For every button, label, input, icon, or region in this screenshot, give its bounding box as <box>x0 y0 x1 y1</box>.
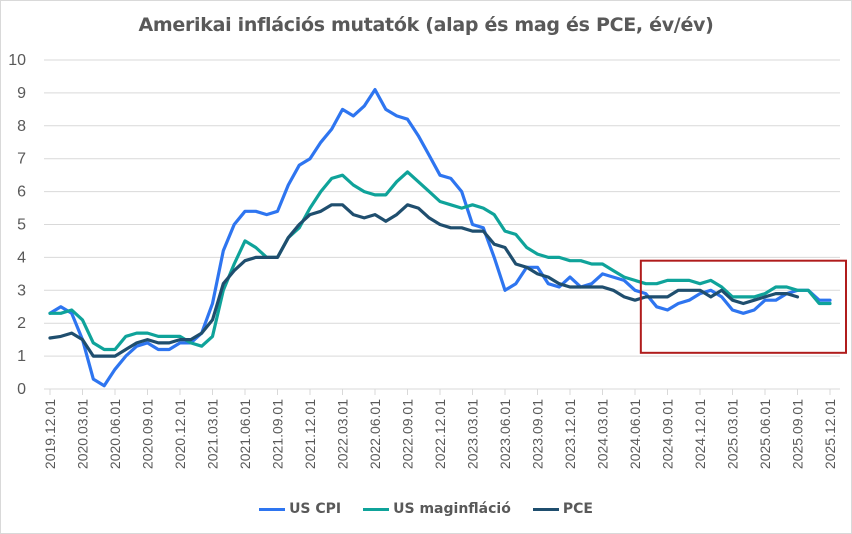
y-tick-label: 7 <box>17 151 26 168</box>
legend-swatch-us-core <box>363 507 390 511</box>
y-tick-label: 5 <box>17 217 26 234</box>
legend-swatch-pce <box>532 507 559 511</box>
legend-item-us-cpi[interactable]: US CPI <box>259 501 341 517</box>
x-tick-label: 2024.09.01 <box>660 399 676 469</box>
x-tick-label: 2024.03.01 <box>595 399 611 469</box>
y-tick-label: 3 <box>17 282 26 299</box>
y-tick-label: 1 <box>17 348 26 365</box>
x-tick-label: 2021.12.01 <box>302 399 318 469</box>
x-tick-label: 2023.09.01 <box>530 399 546 469</box>
x-tick-label: 2020.03.01 <box>75 399 91 469</box>
x-tick-label: 2021.03.01 <box>205 399 221 469</box>
x-tick-label: 2025.09.01 <box>790 399 806 469</box>
x-tick-label: 2021.06.01 <box>237 399 253 469</box>
y-tick-label: 0 <box>17 381 26 398</box>
y-tick-label: 4 <box>17 249 26 266</box>
x-tick-label: 2025.03.01 <box>725 399 741 469</box>
series-line-us-maginfl-ci- <box>48 170 832 352</box>
legend-swatch-us-cpi <box>259 507 286 511</box>
x-tick-label: 2025.06.01 <box>757 399 773 469</box>
legend-label: US maginfláció <box>393 501 511 517</box>
chart-title: Amerikai inflációs mutatók (alap és mag … <box>138 14 714 36</box>
x-tick-label: 2024.06.01 <box>627 399 643 469</box>
legend-item-pce[interactable]: PCE <box>532 501 593 517</box>
x-tick-label: 2025.12.01 <box>822 399 838 469</box>
y-tick-label: 9 <box>17 85 26 102</box>
legend-label: PCE <box>562 501 593 517</box>
highlight-box <box>639 259 847 354</box>
x-tick-label: 2020.09.01 <box>140 399 156 469</box>
legend-label: US CPI <box>289 501 342 517</box>
x-tick-label: 2022.03.01 <box>335 399 351 469</box>
x-tick-label: 2022.06.01 <box>367 399 383 469</box>
x-tick-label: 2022.12.01 <box>432 399 448 469</box>
series-line-us-cpi <box>48 88 832 388</box>
series-line-pce <box>48 203 800 358</box>
x-tick-label: 2020.06.01 <box>107 399 123 469</box>
y-tick-label: 10 <box>8 52 26 69</box>
legend-item-us-core[interactable]: US maginfláció <box>363 501 511 517</box>
legend: US CPI US maginfláció PCE <box>0 501 852 517</box>
y-tick-label: 8 <box>17 118 26 135</box>
x-tick-label: 2021.09.01 <box>270 399 286 469</box>
x-tick-label: 2020.12.01 <box>172 399 188 469</box>
x-tick-label: 2023.03.01 <box>465 399 481 469</box>
x-tick-label: 2023.12.01 <box>562 399 578 469</box>
y-tick-label: 6 <box>17 184 26 201</box>
y-tick-label: 2 <box>17 315 26 332</box>
x-tick-label: 2022.09.01 <box>400 399 416 469</box>
x-tick-label: 2023.06.01 <box>497 399 513 469</box>
x-tick-label: 2024.12.01 <box>692 399 708 469</box>
x-tick-label: 2019.12.01 <box>42 399 58 469</box>
